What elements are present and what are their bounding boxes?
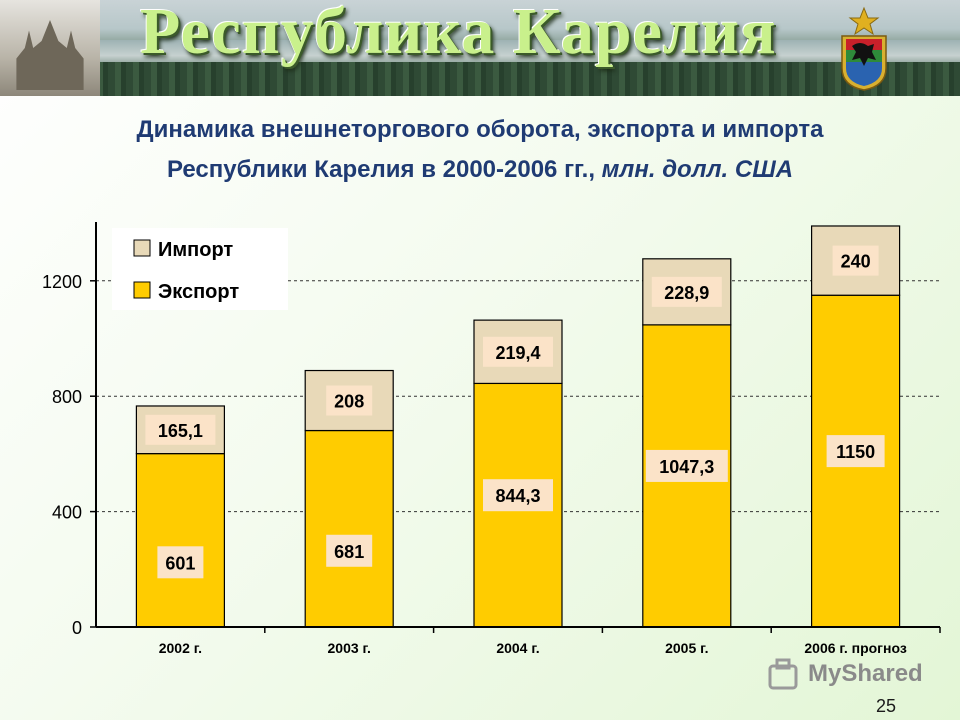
bar-export-1 — [304, 429, 394, 628]
coat-of-arms-icon — [841, 6, 887, 91]
export-data-label: 681 — [334, 542, 364, 562]
chart-title-line2: Республики Карелия в 2000-2006 гг., млн.… — [0, 156, 960, 184]
export-data-label: 1150 — [836, 442, 875, 462]
legend: Импорт Экспорт — [112, 228, 288, 310]
export-label-bg — [826, 435, 885, 468]
y-tick-label: 800 — [52, 387, 82, 407]
header-banner: Республика Карелия — [0, 0, 960, 96]
axes: 0 400 800 1200 2002 г. 2003 г. 2004 г. 2005 г. 2… — [42, 222, 941, 656]
import-label-bg — [145, 414, 216, 445]
chart-title-unit: млн. долл. США — [601, 156, 794, 183]
legend-swatch-1 — [133, 281, 151, 299]
chart-title-main: Республики Карелия в 2000-2006 гг., — [166, 156, 595, 183]
export-label-bg — [645, 449, 728, 482]
bars: 601 165,1 681 208 844,3 219,4 1047,3 228,9 1150 2… — [135, 225, 901, 628]
church-photo — [0, 0, 100, 96]
forest-image — [0, 62, 960, 96]
watermark-logo-icon — [768, 658, 798, 690]
x-tick-label: 2002 г. — [159, 640, 202, 656]
export-label-bg — [326, 534, 373, 567]
y-tick-label: 1200 — [42, 272, 82, 292]
legend-label-0: Импорт — [158, 239, 233, 261]
y-tick-label: 0 — [72, 618, 82, 638]
x-tick-label: 2005 г. — [665, 640, 708, 656]
y-tick-label: 400 — [52, 503, 82, 523]
bar-export-0 — [135, 453, 225, 628]
import-label-bg — [651, 276, 722, 307]
import-label-bg — [326, 385, 373, 416]
legend-swatch-0 — [133, 239, 151, 257]
x-tick-label: 2004 г. — [496, 640, 539, 656]
x-tick-label: 2006 г. прогноз — [804, 640, 906, 656]
x-tick-label: 2003 г. — [328, 640, 371, 656]
import-label-bg — [832, 245, 879, 276]
watermark-text: MyShared — [808, 660, 923, 687]
import-data-label: 228,9 — [664, 283, 709, 303]
legend-label-1: Экспорт — [158, 281, 239, 303]
import-label-bg — [483, 336, 553, 367]
lake-image — [0, 40, 960, 66]
banner-title: Республика Карелия — [140, 0, 777, 68]
export-data-label: 844,3 — [495, 486, 540, 506]
import-data-label: 208 — [334, 392, 364, 412]
page-number: 25 — [876, 696, 897, 716]
export-data-label: 1047,3 — [659, 457, 714, 477]
export-data-label: 601 — [165, 553, 195, 573]
import-data-label: 165,1 — [158, 421, 203, 441]
export-label-bg — [483, 479, 553, 512]
chart-title-line1: Динамика внешнеторгового оборота, экспор… — [136, 116, 824, 143]
import-data-label: 240 — [841, 252, 871, 272]
export-label-bg — [157, 546, 204, 579]
import-data-label: 219,4 — [495, 343, 540, 363]
